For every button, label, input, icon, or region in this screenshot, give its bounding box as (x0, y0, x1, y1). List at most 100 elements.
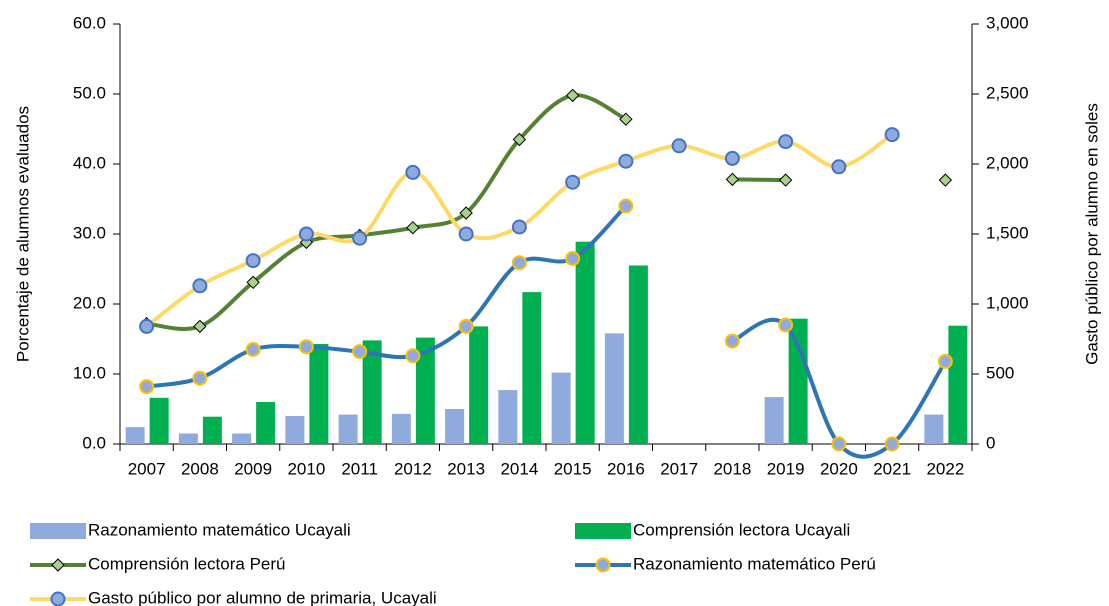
x-tick-label: 2021 (873, 459, 911, 478)
point (139, 379, 155, 395)
bar (125, 427, 145, 444)
y-tick-label: 30.0 (73, 223, 106, 242)
bar (285, 416, 305, 444)
point (565, 251, 581, 266)
bar (178, 433, 198, 444)
point (778, 317, 794, 333)
bar (445, 409, 465, 444)
x-tick-label: 2010 (287, 459, 325, 478)
point (458, 226, 474, 242)
legend-marker (51, 558, 65, 572)
x-tick-label: 2019 (767, 459, 805, 478)
y-axis-title: Porcentaje de alumnos evaluados (13, 106, 32, 362)
point (405, 164, 421, 180)
bar (788, 318, 808, 444)
point (937, 353, 953, 369)
bar (469, 326, 489, 444)
point (193, 319, 207, 334)
legend-label: Gasto público por alumno de primaria, Uc… (88, 588, 437, 606)
point (406, 220, 420, 235)
bar (256, 402, 276, 444)
y2-tick-label: 1,500 (986, 223, 1029, 242)
y2-tick-label: 3,000 (986, 13, 1029, 32)
bar (575, 241, 595, 444)
point (245, 253, 261, 269)
point (511, 255, 527, 271)
y-tick-label: 40.0 (73, 153, 106, 172)
x-tick-label: 2011 (341, 459, 378, 478)
point (724, 333, 740, 349)
line (146, 204, 628, 389)
y2-tick-label: 2,500 (986, 83, 1029, 102)
point (565, 88, 580, 103)
point (619, 112, 633, 126)
x-tick-label: 2007 (128, 459, 166, 478)
y-tick-label: 50.0 (73, 83, 106, 102)
point (405, 348, 421, 364)
legend-label: Razonamiento matemático Perú (633, 554, 876, 573)
bar (149, 397, 169, 444)
legend-marker (50, 591, 66, 606)
point (459, 206, 473, 220)
point (938, 173, 953, 187)
bar (948, 325, 968, 444)
point (458, 318, 474, 334)
point (511, 219, 527, 235)
x-tick-label: 2018 (713, 459, 751, 478)
bar (415, 337, 435, 444)
y-tick-label: 0.0 (82, 433, 106, 452)
y2-tick-label: 2,000 (986, 153, 1029, 172)
bar (232, 433, 252, 444)
point (725, 172, 740, 187)
point (884, 436, 900, 452)
bar (338, 414, 358, 444)
point (245, 342, 261, 357)
x-tick-label: 2015 (554, 459, 592, 478)
bar (391, 413, 411, 444)
point (352, 344, 368, 360)
legend-swatch (575, 523, 631, 539)
y-tick-label: 20.0 (73, 293, 106, 312)
point (831, 436, 847, 452)
bar (604, 333, 624, 444)
bar (309, 343, 329, 444)
bar (202, 416, 222, 444)
y-tick-label: 10.0 (73, 363, 106, 382)
line (732, 177, 786, 183)
point (884, 127, 900, 143)
y2-tick-label: 500 (986, 363, 1014, 382)
point (512, 132, 527, 147)
y2-axis-title: Gasto público por alumno en soles (1082, 103, 1101, 365)
point (671, 138, 687, 154)
legend-label: Comprensión lectora Perú (88, 554, 285, 573)
bar (362, 340, 382, 444)
point (246, 275, 260, 290)
bar (628, 265, 648, 444)
x-tick-label: 2008 (181, 459, 219, 478)
point (352, 230, 368, 246)
point (618, 153, 634, 169)
x-tick-label: 2014 (500, 459, 538, 478)
point (778, 134, 794, 150)
x-tick-label: 2016 (607, 459, 645, 478)
y2-tick-label: 0 (986, 433, 995, 452)
point (724, 150, 740, 166)
y-tick-label: 60.0 (73, 13, 106, 32)
bar (498, 390, 518, 444)
bar (522, 292, 542, 444)
point (618, 198, 634, 214)
point (298, 226, 314, 242)
legend-marker (595, 557, 611, 573)
bar (764, 397, 784, 444)
point (831, 159, 847, 175)
y2-tick-label: 1,000 (986, 293, 1029, 312)
point (565, 174, 581, 190)
x-tick-label: 2013 (447, 459, 485, 478)
bar (551, 372, 571, 444)
legend-label: Comprensión lectora Ucayali (633, 520, 850, 539)
point (139, 318, 155, 334)
legend-swatch (30, 523, 86, 539)
x-tick-label: 2012 (394, 459, 432, 478)
legend-label: Razonamiento matemático Ucayali (88, 520, 351, 539)
